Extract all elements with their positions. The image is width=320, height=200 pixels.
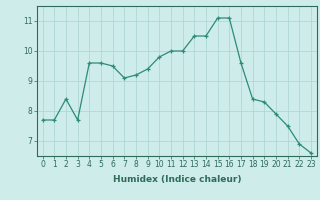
X-axis label: Humidex (Indice chaleur): Humidex (Indice chaleur) bbox=[113, 175, 241, 184]
